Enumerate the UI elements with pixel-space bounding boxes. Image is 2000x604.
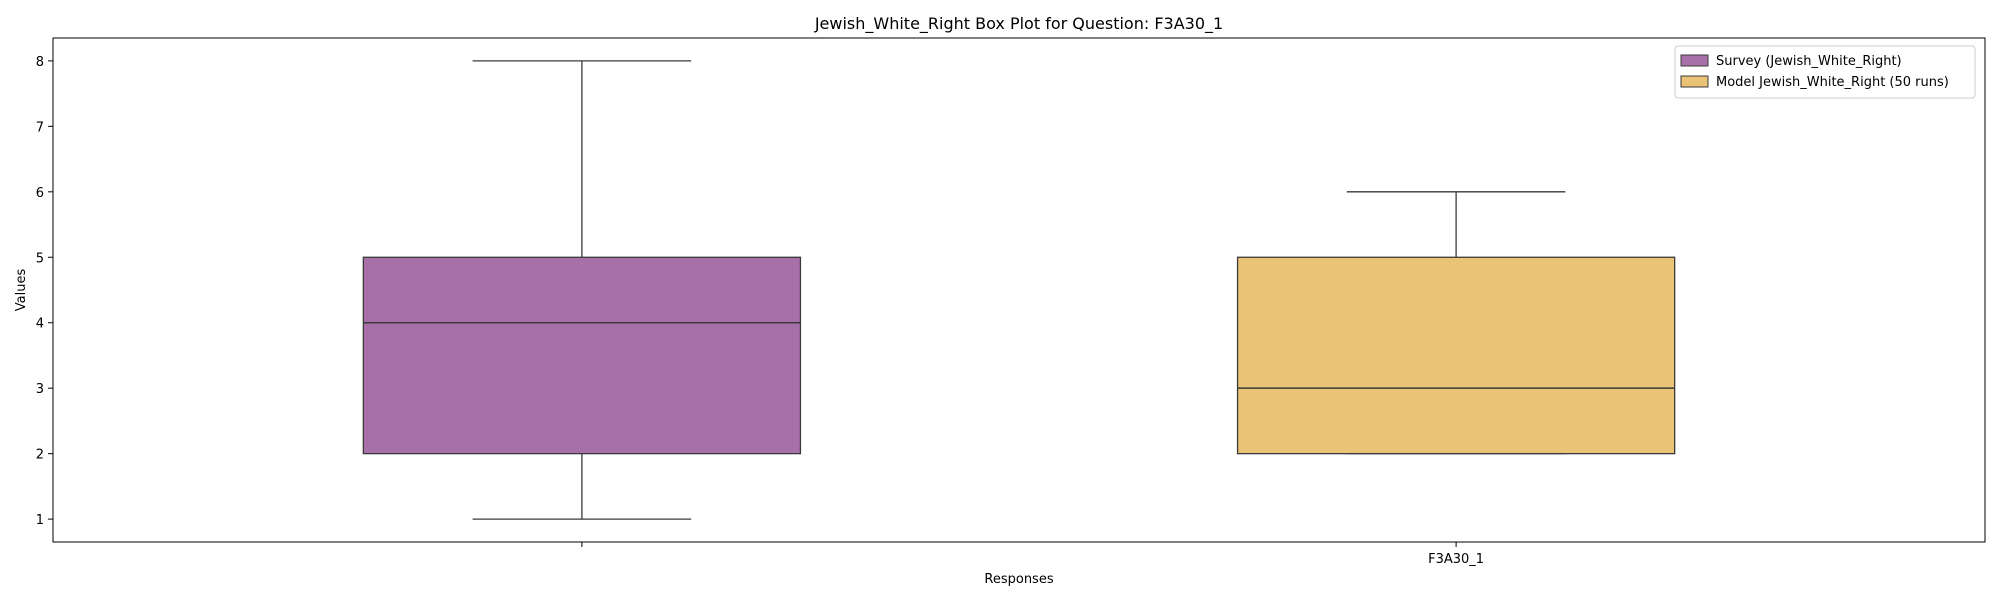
y-tick-label: 5 <box>36 251 44 266</box>
legend-swatch <box>1680 54 1709 67</box>
y-tick-label: 2 <box>36 448 44 463</box>
plot-frame <box>52 37 1986 543</box>
axes: 1 2 3 4 5 6 7 8 F3A30_1 <box>36 55 1484 567</box>
y-tick-label: 7 <box>36 120 44 135</box>
box-body <box>1236 256 1676 455</box>
legend-swatch <box>1680 75 1709 88</box>
legend-entry: Model Jewish_White_Right (50 runs) <box>1716 75 1949 90</box>
legend: Survey (Jewish_White_Right) Model Jewish_… <box>1674 45 1976 99</box>
y-tick-label: 4 <box>36 317 44 332</box>
box-2 <box>1236 191 1676 455</box>
y-axis-label: Values <box>14 269 29 312</box>
y-tick-label: 8 <box>36 55 44 70</box>
y-tick-label: 3 <box>36 382 44 397</box>
x-tick-label: F3A30_1 <box>1428 552 1484 567</box>
legend-frame <box>1674 45 1976 99</box>
y-tick-label: 1 <box>36 513 44 528</box>
legend-entry: Survey (Jewish_White_Right) <box>1716 54 1902 69</box>
box-body <box>362 256 802 455</box>
box-1 <box>362 60 802 520</box>
y-tick-label: 6 <box>36 186 44 201</box>
x-axis-label: Responses <box>984 572 1053 587</box>
plot-area <box>362 60 1676 520</box>
chart-title: Jewish_White_Right Box Plot for Question… <box>814 14 1223 34</box>
